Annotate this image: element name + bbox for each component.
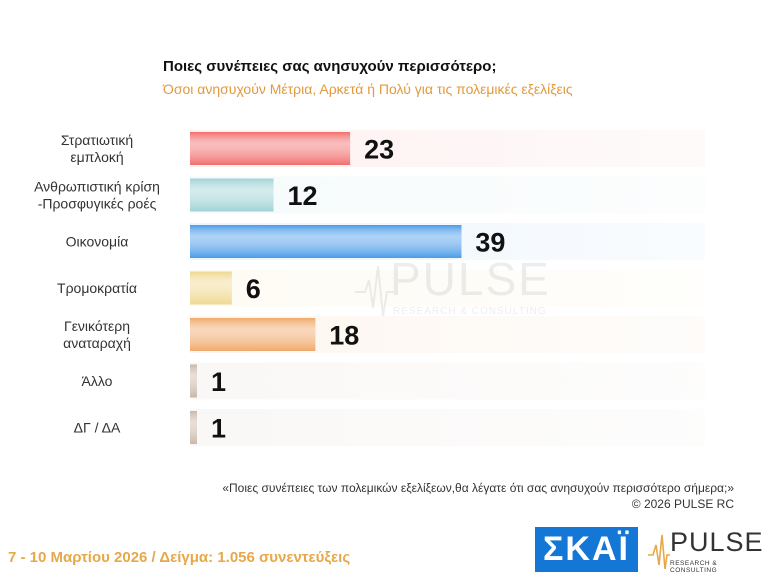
category-label: εμπλοκή bbox=[70, 149, 123, 165]
bar-sheen bbox=[190, 225, 462, 258]
category-label: Άλλο bbox=[82, 373, 113, 389]
copyright: © 2026 PULSE RC bbox=[631, 497, 734, 511]
bar-sheen bbox=[190, 178, 274, 212]
pulse-logo-wave-icon bbox=[648, 534, 670, 570]
value-label: 18 bbox=[329, 321, 359, 351]
bar-track bbox=[190, 362, 705, 400]
category-label: αναταραχή bbox=[63, 335, 131, 351]
pulse-logo-tagline: RESEARCH & CONSULTING bbox=[670, 560, 718, 574]
category-label: Γενικότερη bbox=[64, 318, 130, 334]
bar-sheen bbox=[190, 411, 197, 444]
value-label: 1 bbox=[211, 367, 226, 397]
value-label: 6 bbox=[246, 274, 261, 304]
bar-sheen bbox=[190, 318, 316, 351]
chart-title: Ποιες συνέπειες σας ανησυχούν περισσότερ… bbox=[163, 58, 497, 75]
bar-track bbox=[190, 409, 705, 446]
value-label: 12 bbox=[288, 181, 318, 211]
bar-sheen bbox=[190, 271, 232, 305]
bar-sheen bbox=[190, 132, 351, 165]
pulse-logo: PULSE RESEARCH & CONSULTING bbox=[648, 527, 766, 575]
category-label: Τρομοκρατία bbox=[57, 280, 137, 296]
bar-track bbox=[190, 176, 705, 214]
question-text: «Ποιες συνέπειες των πολεμικών εξελίξεων… bbox=[222, 481, 734, 495]
value-label: 1 bbox=[211, 414, 226, 444]
survey-footer: 7 - 10 Μαρτίου 2026 / Δείγμα: 1.056 συνε… bbox=[8, 549, 351, 566]
category-label: Οικονομία bbox=[66, 234, 129, 250]
category-label: Ανθρωπιστική κρίση bbox=[34, 179, 160, 195]
category-label: -Προσφυγικές ροές bbox=[38, 196, 157, 212]
chart-subtitle: Όσοι ανησυχούν Μέτρια, Αρκετά ή Πολύ για… bbox=[163, 81, 573, 97]
value-label: 23 bbox=[364, 135, 394, 165]
category-label: ΔΓ / ΔΑ bbox=[74, 420, 121, 436]
pulse-logo-text: PULSE bbox=[670, 527, 764, 557]
skai-logo: ΣΚΑΪ bbox=[535, 527, 638, 572]
category-label: Στρατιωτική bbox=[61, 132, 133, 148]
bar-track bbox=[190, 269, 705, 307]
value-label: 39 bbox=[475, 228, 505, 258]
bar-sheen bbox=[190, 364, 197, 398]
